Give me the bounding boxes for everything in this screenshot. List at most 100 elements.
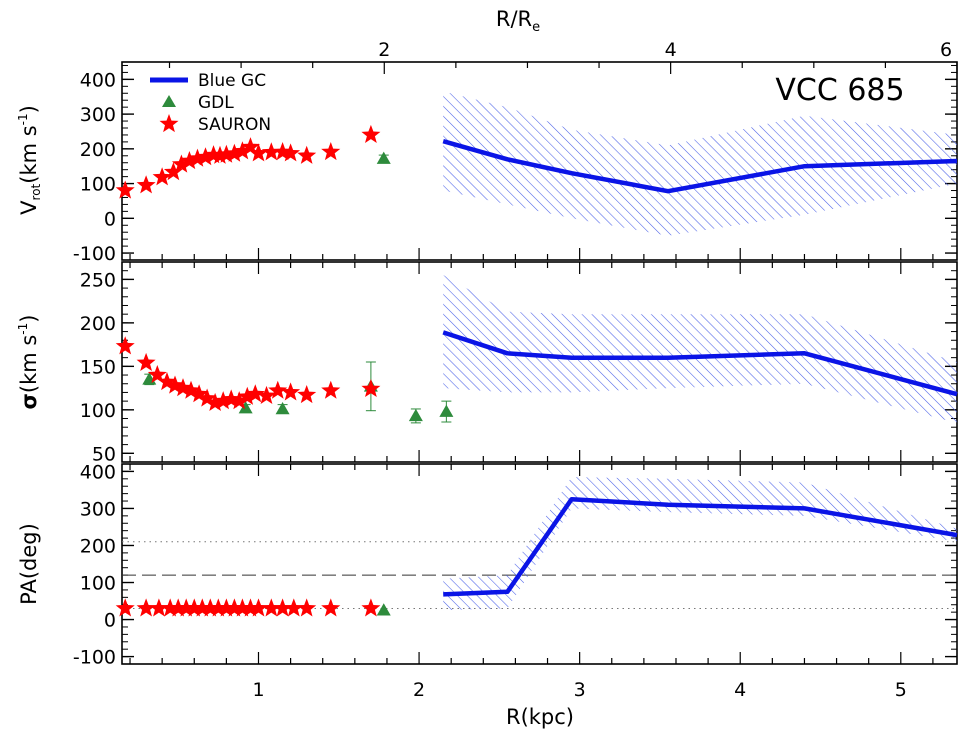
rotation-series-group (115, 91, 958, 236)
position-angle-y-tick-label: 100 (80, 573, 116, 595)
rotation-sauron-point (152, 167, 172, 186)
legend-label-sauron: SAURON (198, 115, 271, 135)
data-layer (115, 91, 958, 617)
position-angle-panel-frame (121, 463, 958, 665)
dispersion-sauron-point (229, 391, 249, 410)
position-angle-sauron-point (232, 598, 252, 617)
position-angle-sauron-point (273, 598, 293, 617)
dispersion-y-axis-label: σ(km s-1) (16, 315, 41, 410)
rotation-y-tick-label: 200 (80, 139, 116, 161)
dispersion-blue-gc-line (442, 330, 958, 397)
rotation-sauron-point (249, 143, 268, 162)
position-angle-sauron-point (361, 598, 381, 617)
rotation-sauron-point (163, 162, 183, 181)
legend-label-blue-gc: Blue GC (198, 71, 266, 91)
rotation-sauron-point (136, 175, 156, 194)
position-angle-sauron-point (149, 598, 169, 617)
position-angle-y-tick-label: 300 (80, 498, 116, 520)
dispersion-gdl-point (238, 401, 253, 414)
position-angle-y-axis-label: PA(deg) (17, 523, 41, 605)
x-tick-label: 1 (252, 679, 264, 701)
dispersion-sauron-point (189, 384, 209, 403)
rotation-sauron-point (210, 145, 230, 164)
position-angle-sauron-point (216, 598, 236, 617)
x-tick-label: 4 (734, 679, 746, 701)
dispersion-y-tick-label: 150 (80, 356, 116, 378)
axes-layer: -100010020030040050100150200250-10001002… (73, 39, 958, 701)
rotation-y-tick-label: 400 (80, 69, 116, 91)
dispersion-y-tick-label: 200 (80, 313, 116, 335)
position-angle-sauron-point (297, 598, 317, 617)
rotation-y-tick-label: -100 (73, 243, 116, 265)
rotation-blue-gc-line (442, 139, 958, 194)
dispersion-sauron-point (181, 380, 201, 399)
position-angle-sauron-point (241, 598, 260, 617)
rotation-sauron-point (241, 137, 260, 156)
dispersion-sauron-point (237, 386, 257, 405)
dispersion-sauron-point (257, 385, 276, 404)
position-angle-y-tick-label: -100 (73, 647, 116, 669)
dispersion-sauron-point (213, 391, 233, 410)
x-axis-label: R(kpc) (506, 705, 574, 729)
dispersion-y-tick-label: 100 (80, 400, 116, 422)
dispersion-sauron-point (165, 375, 185, 394)
position-angle-sauron-point (208, 598, 228, 617)
position-angle-sauron-point (249, 598, 268, 617)
dispersion-sauron-point (297, 385, 317, 404)
rotation-sauron-point (321, 142, 341, 161)
rotation-sauron-point (188, 148, 207, 167)
rotation-sauron-point (361, 124, 381, 143)
rotation-sauron-point (171, 154, 191, 173)
position-angle-blue-gc-band (443, 477, 957, 611)
dispersion-sauron-point (197, 388, 217, 407)
dispersion-sauron-point (321, 380, 341, 399)
position-angle-sauron-point (136, 598, 156, 617)
position-angle-y-tick-label: 200 (80, 535, 116, 557)
dispersion-gdl-point (275, 401, 290, 415)
dispersion-sauron-point (157, 372, 177, 391)
position-angle-y-tick-label: 400 (80, 461, 116, 483)
position-angle-panel (121, 463, 958, 665)
position-angle-sauron-point (284, 598, 304, 617)
dispersion-sauron-point (245, 384, 265, 403)
position-angle-sauron-point (200, 598, 220, 617)
dispersion-sauron-point (268, 380, 288, 399)
position-angle-gdl-point (376, 603, 391, 616)
top-axis-label: R/Re (496, 7, 540, 35)
rotation-y-tick-label: 100 (80, 174, 116, 196)
x-tick-label: 3 (574, 679, 586, 701)
rotation-sauron-point (115, 180, 135, 199)
position-angle-sauron-point (176, 598, 196, 617)
rotation-sauron-point (297, 145, 317, 164)
position-angle-blue-gc-line (443, 496, 958, 597)
rotation-sauron-point (196, 147, 215, 166)
dispersion-sauron-point (115, 336, 135, 355)
rotation-y-axis-label: Vrot(km s-1) (16, 105, 43, 215)
legend-gdl-triangle-icon (162, 95, 176, 107)
dispersion-sauron-point (205, 392, 225, 411)
dispersion-sauron-point (281, 382, 301, 401)
rotation-sauron-point (261, 142, 281, 161)
dispersion-gdl-point (408, 408, 423, 422)
rotation-sauron-point (232, 141, 252, 160)
legend-sauron-star-icon (159, 114, 179, 133)
position-angle-sauron-point (115, 598, 135, 617)
dispersion-y-tick-label: 50 (92, 443, 116, 465)
dispersion-sauron-point (147, 365, 167, 384)
x-tick-label: 2 (413, 679, 425, 701)
position-angle-y-tick-label: 0 (104, 610, 116, 632)
top-axis-tick-label: 2 (378, 39, 390, 61)
top-axis-tick-label: 6 (940, 39, 952, 61)
dispersion-series-group (115, 275, 958, 424)
rotation-blue-gc-band (443, 91, 957, 236)
rotation-y-tick-label: 0 (104, 208, 116, 230)
rotation-sauron-point (179, 151, 199, 170)
rotation-y-tick-label: 300 (80, 104, 116, 126)
legend-label-gdl: GDL (198, 93, 234, 113)
position-angle-sauron-point (192, 598, 212, 617)
top-axis-tick-label: 4 (665, 39, 677, 61)
position-angle-sauron-point (321, 598, 341, 617)
rotation-gdl-point (376, 151, 391, 164)
dispersion-y-tick-label: 250 (80, 269, 116, 291)
